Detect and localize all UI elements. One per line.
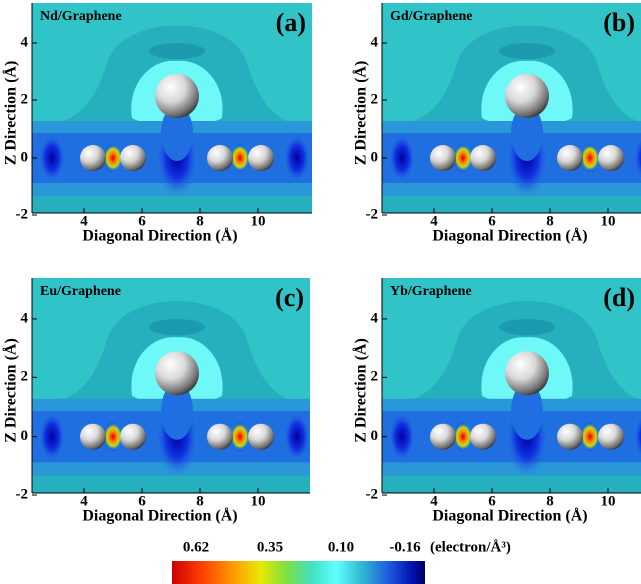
panel-title: Gd/Graphene <box>390 9 472 24</box>
carbon-atom <box>207 424 233 450</box>
y-tick-label: 2 <box>371 91 379 107</box>
high-density <box>104 423 122 450</box>
y-axis-label: Z Direction (Å) <box>2 338 20 443</box>
low-density <box>388 411 416 463</box>
low-density <box>388 133 416 183</box>
y-tick-label: -2 <box>16 486 29 502</box>
contour-plot <box>32 278 312 493</box>
x-tick-label: 10 <box>601 493 616 509</box>
dome-core <box>499 43 555 59</box>
y-tick-label: 2 <box>21 369 29 385</box>
high-density <box>104 145 122 171</box>
high-density <box>581 145 599 171</box>
low-density <box>38 411 66 463</box>
y-axis-label: Z Direction (Å) <box>352 61 370 166</box>
x-tick-label: 10 <box>251 493 266 509</box>
carbon-atom <box>120 424 146 450</box>
y-tick-label: 0 <box>371 149 379 165</box>
high-density <box>231 423 249 450</box>
x-axis-label: Diagonal Direction (Å) <box>82 227 237 245</box>
colorbar-tick: 0.62 <box>183 539 209 555</box>
dome-core <box>149 319 205 335</box>
colorbar-tick: -0.16 <box>389 539 421 555</box>
y-tick-label: 0 <box>21 149 29 165</box>
panel-label: (a) <box>276 8 306 37</box>
contour-plot <box>382 3 641 213</box>
contour-plot <box>382 278 641 493</box>
y-tick-label: -2 <box>366 206 379 222</box>
carbon-atom <box>430 145 456 171</box>
carbon-atom <box>430 424 456 450</box>
low-density <box>283 411 311 463</box>
carbon-atom <box>80 145 106 171</box>
panel-title: Nd/Graphene <box>40 9 122 24</box>
y-tick-label: -2 <box>16 206 29 222</box>
colorbar-scale <box>172 561 425 584</box>
y-tick-label: 0 <box>21 428 29 444</box>
low-density <box>38 133 66 183</box>
adatom <box>505 351 549 395</box>
panel-title: Yb/Graphene <box>390 284 472 299</box>
y-axis-label: Z Direction (Å) <box>2 61 20 166</box>
carbon-atom <box>207 145 233 171</box>
high-density <box>581 423 599 450</box>
colorbar-tick: 0.35 <box>257 539 283 555</box>
y-tick-label: 4 <box>21 34 29 50</box>
y-tick-label: 4 <box>371 34 379 50</box>
high-density <box>454 145 472 171</box>
x-axis-label: Diagonal Direction (Å) <box>432 507 587 525</box>
carbon-atom <box>598 424 624 450</box>
carbon-atom <box>470 145 496 171</box>
contour-plot <box>32 3 312 213</box>
panel-label: (d) <box>603 283 635 312</box>
dome-core <box>499 319 555 335</box>
panel-label: (b) <box>603 8 635 37</box>
y-tick-label: 2 <box>371 369 379 385</box>
dome-core <box>149 43 205 59</box>
carbon-atom <box>248 145 274 171</box>
x-axis-label: Diagonal Direction (Å) <box>82 507 237 525</box>
colorbar-tick: 0.10 <box>328 539 354 555</box>
adatom <box>505 74 549 118</box>
x-axis-label: Diagonal Direction (Å) <box>432 227 587 245</box>
y-tick-label: 4 <box>21 310 29 326</box>
figure: 0.62 0.35 0.10 -0.16 (electron/Å³) 46810… <box>0 0 641 584</box>
panel-label: (c) <box>275 283 304 312</box>
carbon-atom <box>120 145 146 171</box>
colorbar: 0.62 0.35 0.10 -0.16 (electron/Å³) <box>172 539 511 584</box>
carbon-atom <box>80 424 106 450</box>
adatom <box>155 351 199 395</box>
carbon-atom <box>470 424 496 450</box>
x-tick-label: 10 <box>251 213 266 229</box>
y-axis-label: Z Direction (Å) <box>352 338 370 443</box>
adatom <box>155 74 199 118</box>
y-tick-label: 0 <box>371 428 379 444</box>
colorbar-unit: (electron/Å³) <box>430 539 511 555</box>
y-tick-label: 2 <box>21 91 29 107</box>
y-tick-label: 4 <box>371 310 379 326</box>
high-density <box>454 423 472 450</box>
carbon-atom <box>598 145 624 171</box>
high-density <box>231 145 249 171</box>
carbon-atom <box>248 424 274 450</box>
carbon-atom <box>557 145 583 171</box>
carbon-atom <box>557 424 583 450</box>
y-tick-label: -2 <box>366 486 379 502</box>
low-density <box>283 133 311 183</box>
panel-title: Eu/Graphene <box>40 284 121 299</box>
x-tick-label: 10 <box>601 213 616 229</box>
